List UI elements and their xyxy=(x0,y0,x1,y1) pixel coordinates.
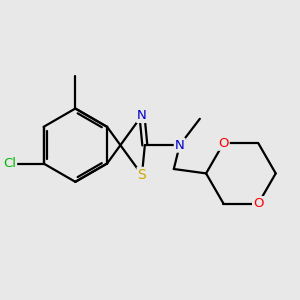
Text: O: O xyxy=(253,197,264,210)
Text: N: N xyxy=(137,109,147,122)
Text: Cl: Cl xyxy=(3,157,16,170)
Text: O: O xyxy=(218,137,229,150)
Text: S: S xyxy=(138,168,146,182)
Text: N: N xyxy=(175,139,184,152)
